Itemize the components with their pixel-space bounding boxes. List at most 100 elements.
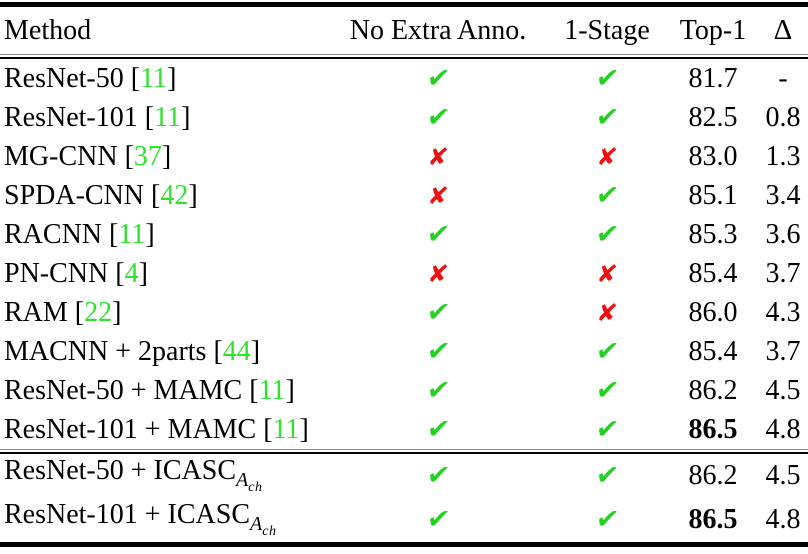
citation-number: 11	[154, 101, 182, 133]
method-name: RAM	[4, 296, 68, 328]
delta-cell: 4.8	[758, 506, 808, 534]
one-stage-cell: ✔	[546, 414, 668, 445]
top1-value: 85.4	[688, 335, 738, 367]
cross-icon: ✘	[595, 259, 619, 288]
method-name: PN-CNN	[4, 257, 109, 289]
table-row: ResNet-101 [11] ✔ ✔ 82.5 0.8	[0, 98, 808, 137]
method-name: RACNN	[4, 218, 103, 250]
delta-value: 4.3	[765, 296, 801, 328]
citation-link[interactable]: [11]	[109, 219, 155, 250]
citation-bracket-open: [	[124, 140, 134, 172]
subscript-ch: ch	[248, 480, 263, 495]
table-body-baselines: ResNet-50 [11] ✔ ✔ 81.7 - ResNet-101 [11] …	[0, 59, 808, 449]
check-icon: ✔	[593, 179, 621, 211]
citation-link[interactable]: [42]	[151, 180, 198, 211]
citation-link[interactable]: [11]	[145, 102, 191, 133]
top1-cell: 86.0	[668, 296, 758, 328]
citation-number: 4	[124, 257, 139, 289]
top1-value: 86.5	[688, 504, 738, 535]
cross-icon: ✘	[426, 259, 450, 288]
method-cell: RAM [22]	[0, 296, 330, 328]
table-row: RACNN [11] ✔ ✔ 85.3 3.6	[0, 215, 808, 254]
method-subscript: Ach	[236, 464, 262, 495]
one-stage-cell: ✔	[546, 374, 668, 406]
method-name: MG-CNN	[4, 140, 118, 172]
citation-number: 11	[258, 374, 286, 406]
check-icon: ✔	[593, 460, 621, 491]
delta-value: 3.6	[765, 218, 801, 250]
top1-cell: 86.2	[668, 376, 758, 405]
no-extra-anno-cell: ✔	[330, 374, 546, 406]
citation-bracket-open: [	[144, 101, 155, 133]
table-row: PN-CNN [4] ✘ ✘ 85.4 3.7	[0, 254, 808, 293]
delta-cell: 4.8	[758, 415, 808, 444]
table-row: MG-CNN [37] ✘ ✘ 83.0 1.3	[0, 137, 808, 176]
no-extra-anno-cell: ✘	[330, 260, 546, 288]
citation-link[interactable]: [22]	[75, 297, 122, 328]
method-cell: ResNet-50 + ICASCAch	[0, 457, 330, 495]
top1-cell: 81.7	[668, 64, 758, 93]
check-icon: ✔	[424, 504, 452, 535]
method-cell: SPDA-CNN [42]	[0, 179, 330, 211]
citation-link[interactable]: [11]	[131, 63, 177, 94]
citation-link[interactable]: [44]	[213, 336, 260, 367]
method-name: ResNet-50 + MAMC	[4, 374, 243, 406]
table-bottom-rule	[0, 542, 808, 547]
citation-link[interactable]: [37]	[125, 141, 172, 172]
citation-bracket-close: ]	[112, 296, 122, 328]
citation-bracket-open: [	[115, 257, 125, 289]
check-icon: ✔	[593, 101, 621, 133]
one-stage-cell: ✔	[546, 504, 668, 535]
method-cell: ResNet-50 [11]	[0, 63, 330, 94]
subscript-ch: ch	[262, 524, 277, 539]
citation-link[interactable]: [11]	[263, 414, 309, 445]
delta-cell: 4.5	[758, 462, 808, 490]
delta-value: 0.8	[765, 101, 801, 133]
citation-bracket-close: ]	[285, 374, 295, 406]
citation-bracket-open: [	[263, 413, 273, 445]
top1-cell: 82.5	[668, 101, 758, 133]
citation-link[interactable]: [4]	[115, 258, 148, 289]
top1-cell: 86.5	[668, 413, 758, 445]
citation-number: 37	[133, 140, 162, 172]
cross-icon: ✘	[595, 298, 619, 327]
subscript-script-a: A	[236, 469, 249, 491]
delta-cell: 1.3	[758, 142, 808, 171]
method-name: ResNet-101	[4, 101, 138, 133]
cross-icon: ✘	[426, 181, 450, 210]
one-stage-cell: ✔	[546, 179, 668, 211]
top1-value: 85.3	[688, 218, 738, 250]
section-separator-rule	[0, 449, 808, 454]
check-icon: ✔	[593, 218, 621, 250]
top1-value: 86.0	[688, 296, 738, 328]
top1-cell: 86.2	[668, 462, 758, 490]
delta-value: 4.8	[765, 504, 801, 535]
citation-bracket-close: ]	[167, 62, 177, 94]
cross-icon: ✘	[595, 142, 619, 171]
no-extra-anno-cell: ✔	[330, 297, 546, 328]
delta-value: 4.5	[765, 460, 801, 491]
check-icon: ✔	[424, 218, 452, 250]
one-stage-cell: ✔	[546, 460, 668, 491]
check-icon: ✔	[424, 374, 452, 406]
one-stage-cell: ✘	[546, 299, 668, 327]
column-header-method: Method	[4, 14, 92, 46]
method-cell: MACNN + 2parts [44]	[0, 336, 330, 367]
method-cell: MG-CNN [37]	[0, 140, 330, 172]
delta-value: 3.7	[765, 335, 801, 367]
citation-link[interactable]: [11]	[249, 375, 295, 406]
check-icon: ✔	[593, 335, 621, 367]
method-cell: RACNN [11]	[0, 218, 330, 250]
top1-value: 82.5	[688, 101, 738, 133]
check-icon: ✔	[593, 374, 621, 406]
top1-value: 83.0	[688, 140, 738, 172]
citation-bracket-open: [	[109, 218, 119, 250]
top1-value: 85.1	[688, 179, 738, 211]
citation-number: 44	[222, 335, 251, 367]
method-cell: ResNet-101 + MAMC [11]	[0, 414, 330, 445]
top1-value: 86.5	[688, 413, 738, 445]
no-extra-anno-cell: ✘	[330, 143, 546, 171]
method-name: SPDA-CNN	[4, 179, 145, 211]
column-header-top-1: Top-1	[679, 14, 747, 46]
